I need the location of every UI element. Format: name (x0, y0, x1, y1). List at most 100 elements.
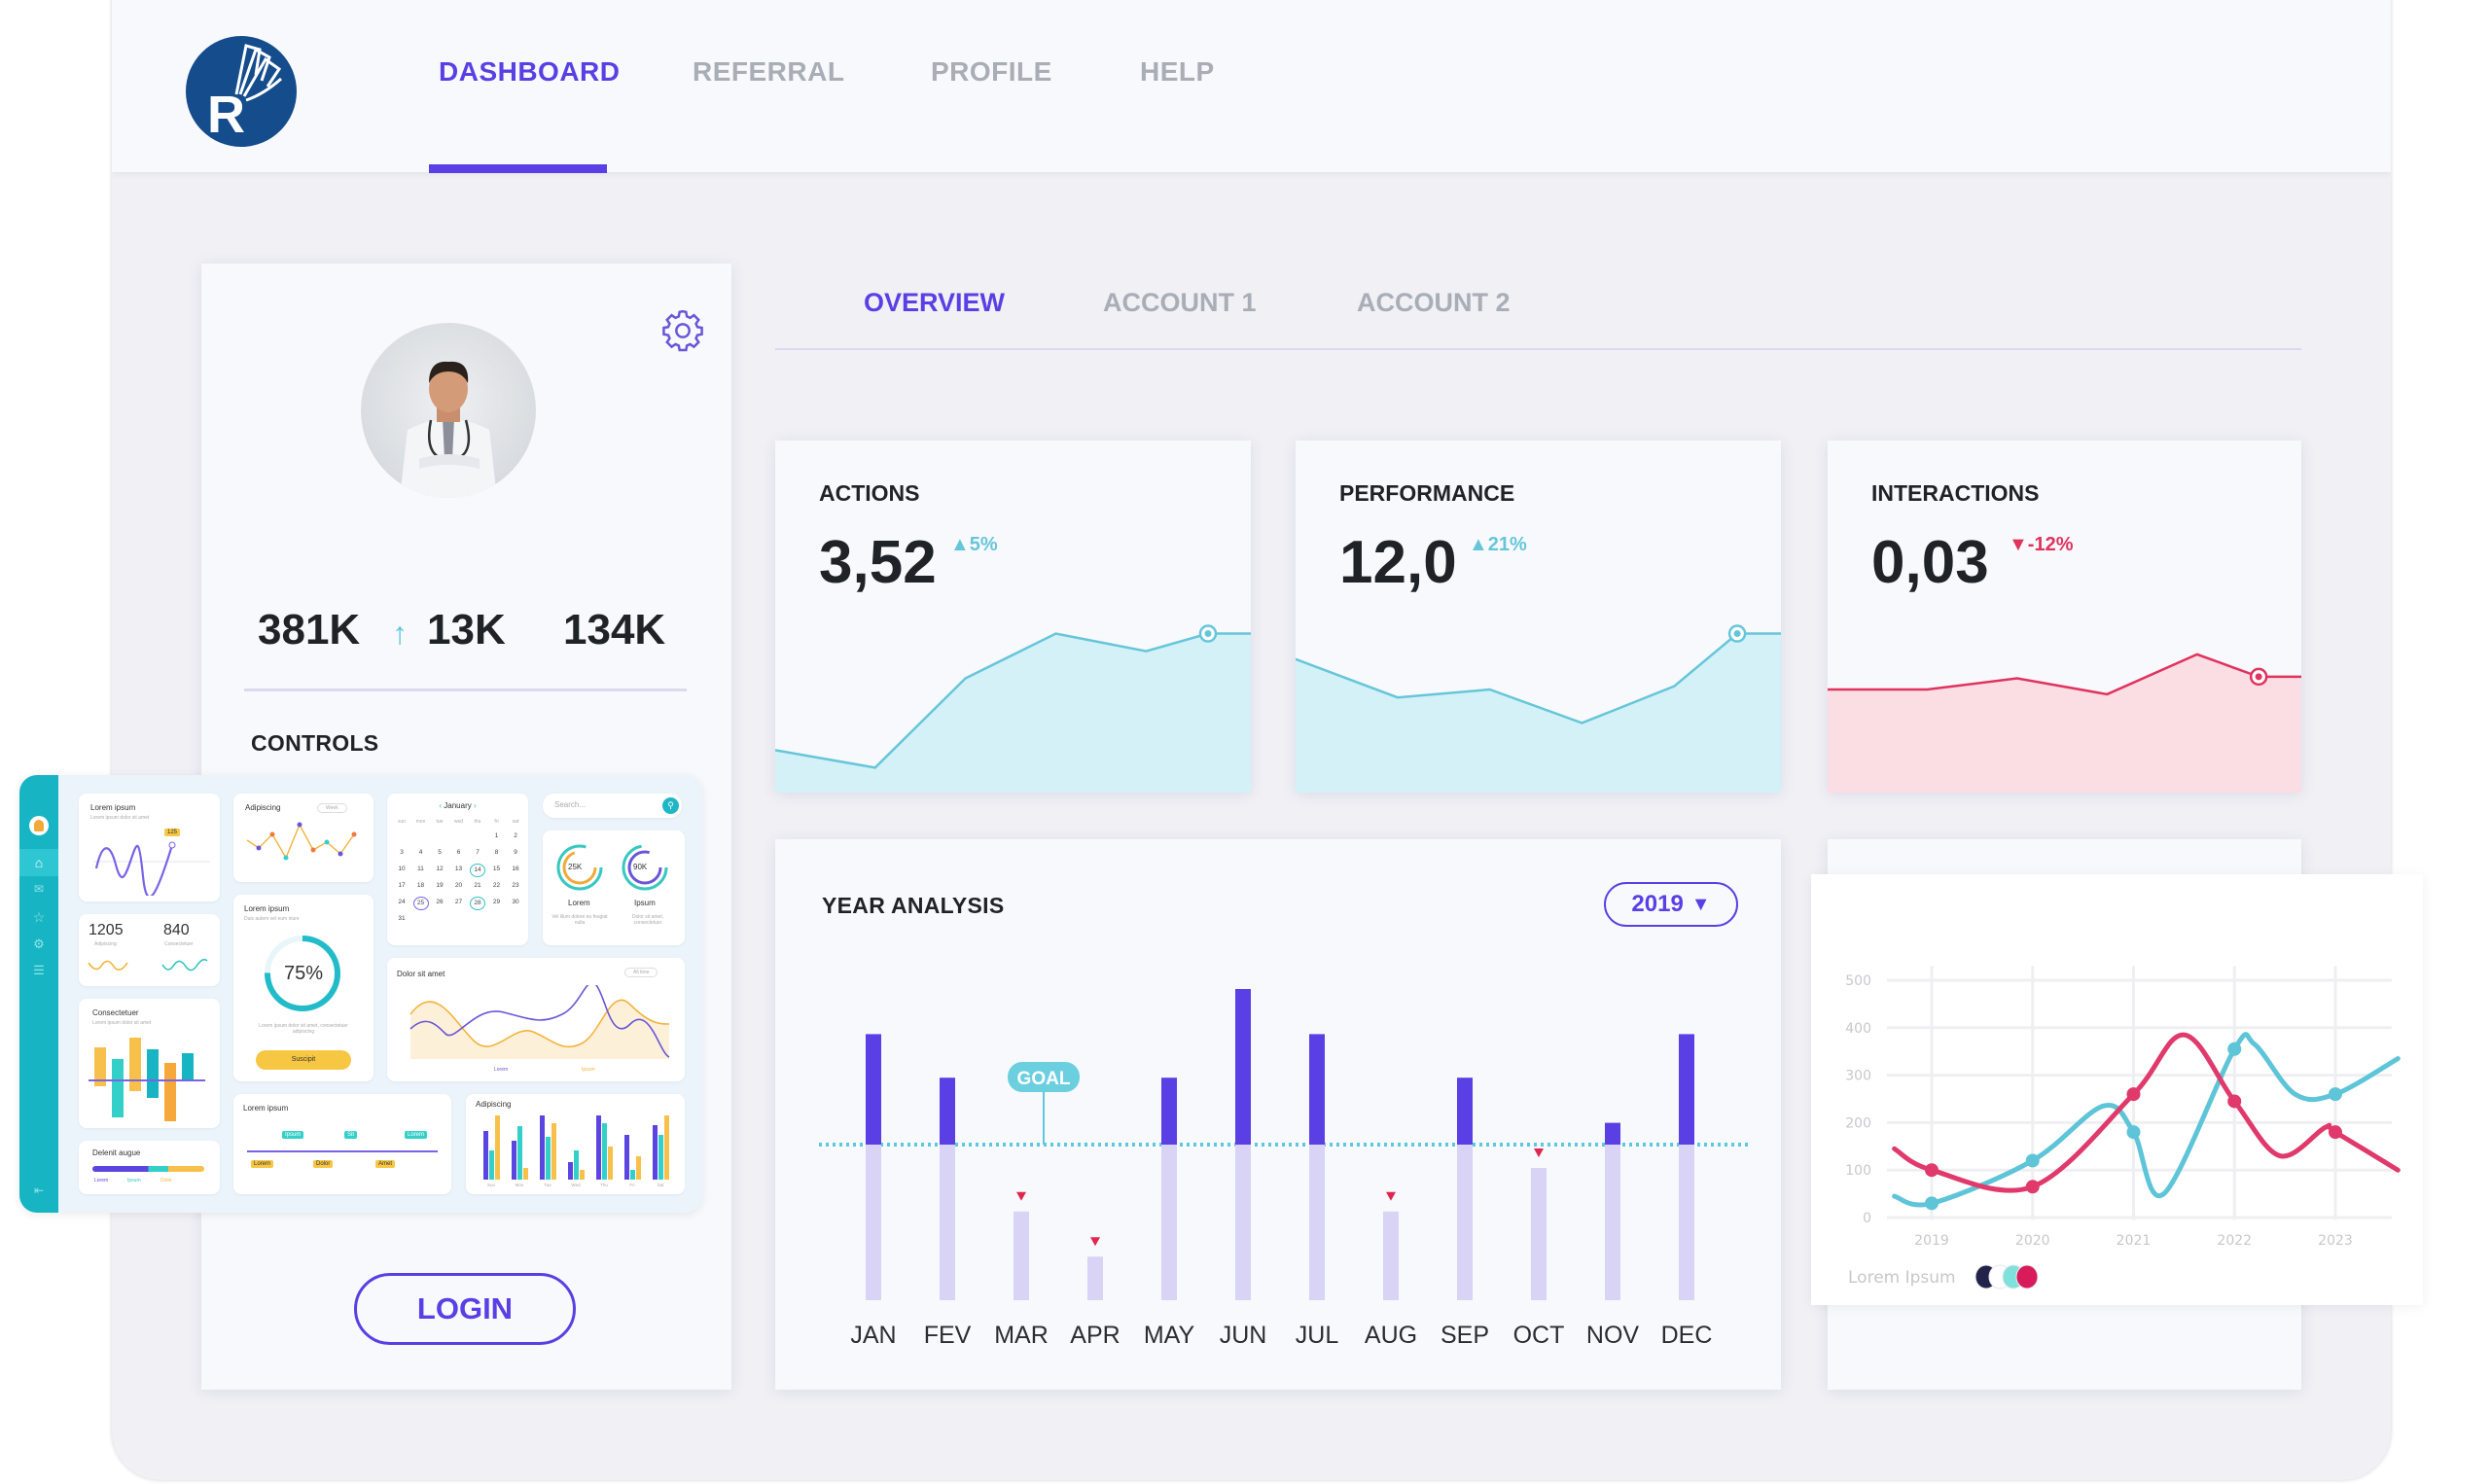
preview-progress-value: 75% (283, 963, 324, 984)
preview-card-sub: Duis autem vel eum iriure (244, 916, 300, 922)
calendar-day-header: fri (494, 819, 499, 825)
nav-help[interactable]: HELP (1140, 56, 1215, 87)
preview-select: Week (317, 803, 347, 813)
timeline-tag: Dolor (313, 1160, 334, 1168)
preview-delenit-card: Delenit augue Lorem Ipsum Dolor (79, 1141, 220, 1194)
bar-above-goal-nov (1605, 1122, 1620, 1145)
bar-above-goal-may (1161, 1078, 1177, 1145)
caret-down-icon: ▼ (1690, 893, 1711, 915)
login-button[interactable]: LOGIN (354, 1273, 576, 1345)
preview-sidebar: ⌂ ✉ ☆ ⚙ ☰ ⇤ (19, 775, 58, 1213)
calendar-day: 19 (436, 882, 444, 889)
calendar-day-header: thu (474, 819, 481, 825)
preview-search-icon: ⚲ (662, 797, 679, 814)
bar-above-goal-jun (1235, 989, 1251, 1145)
tab-overview[interactable]: OVERVIEW (864, 288, 1006, 317)
kpi-delta: ▲5% (950, 534, 998, 555)
bar-below-goal-jul (1309, 1145, 1325, 1300)
calendar-day-header: sun (397, 819, 407, 825)
x-tick-label: 2021 (2116, 1233, 2152, 1249)
timeline-tag: Lorem (405, 1131, 428, 1139)
series-point-pink (1925, 1163, 1939, 1178)
preview-bar (580, 1170, 585, 1180)
nav-profile[interactable]: PROFILE (931, 56, 1052, 87)
kpi-card-interactions[interactable]: INTERACTIONS 0,03 ▼-12% (1828, 441, 2301, 793)
preview-search-input: Search... ⚲ (543, 794, 682, 818)
preview-numbers-card: 1205 Adipiscing 840 Consectetuer (79, 914, 220, 986)
preview-line-chart (246, 822, 357, 861)
calendar-day: 27 (454, 899, 463, 905)
trend-line-chart: 0 100 200 300 400 500 2019 2020 2021 2022 2023 Lore… (1845, 966, 2401, 1290)
month-label: DEC (1661, 1322, 1713, 1349)
y-tick-label: 400 (1845, 1021, 1871, 1037)
calendar-day: 6 (456, 849, 461, 856)
preview-bar (653, 1125, 658, 1180)
calendar-day: 17 (398, 882, 406, 889)
calendar-day: 23 (512, 882, 519, 889)
calendar-day: 11 (417, 866, 424, 872)
goal-label: GOAL (1017, 1069, 1071, 1089)
series-line-cyan (1892, 1032, 2401, 1208)
calendar-day: 1 (494, 832, 499, 839)
calendar-day: 15 (492, 866, 501, 872)
nav-dashboard[interactable]: DASHBOARD (439, 56, 621, 87)
preview-bar (517, 1126, 522, 1180)
bar-below-goal-jun (1235, 1145, 1251, 1300)
preview-bar (489, 1150, 494, 1180)
preview-bar (596, 1115, 601, 1180)
active-nav-indicator (429, 164, 607, 173)
year-analysis-title: YEAR ANALYSIS (822, 893, 1005, 918)
tab-account-1[interactable]: ACCOUNT 1 (1103, 288, 1257, 317)
preview-bar (568, 1162, 573, 1180)
gauge-sub: Vel illum dolore eu feugiat nulla (551, 914, 608, 926)
kpi-delta: ▼-12% (2009, 534, 2074, 555)
sparkline-marker-dot (1733, 630, 1741, 638)
controls-preview-dashboard[interactable]: ⌂ ✉ ☆ ⚙ ☰ ⇤ Lorem ipsum Lorem ipsum dolo… (19, 775, 702, 1213)
month-label: MAY (1144, 1322, 1195, 1349)
y-tick-label: 500 (1845, 973, 1871, 989)
calendar-day: 12 (436, 866, 444, 872)
series-point-pink (2329, 1125, 2342, 1140)
bar-below-goal-fev (940, 1145, 955, 1300)
preview-card-title: Adipiscing (245, 803, 281, 812)
settings-gear-icon[interactable] (658, 306, 707, 355)
calendar-day: 26 (436, 899, 444, 905)
gauge-value: 90K (633, 863, 648, 871)
timeline-tag: Amet (375, 1160, 396, 1168)
bar-below-goal-oct (1531, 1168, 1547, 1300)
calendar-day: 14 (470, 864, 485, 877)
preview-card-title: Lorem ipsum (243, 1104, 289, 1113)
bar-above-goal-jul (1309, 1034, 1325, 1145)
preview-bar (546, 1137, 551, 1180)
kpi-value: 0,03 (1871, 529, 1989, 596)
preview-day-label: Sun (486, 1183, 495, 1187)
preview-bar (523, 1168, 528, 1180)
preview-bar (624, 1135, 629, 1180)
below-goal-marker-icon (1534, 1148, 1544, 1157)
calendar-day-header: wed (453, 819, 464, 825)
kpi-delta: ▲21% (1469, 534, 1527, 555)
preview-bar (551, 1123, 556, 1180)
x-tick-label: 2019 (1914, 1233, 1949, 1249)
preview-wave-chart (93, 841, 210, 896)
preview-wave-card: Lorem ipsum Lorem ipsum dolor sit amet 1… (79, 794, 220, 901)
tab-account-2[interactable]: ACCOUNT 2 (1357, 288, 1511, 317)
preview-progress-ring (265, 936, 340, 1011)
preview-progress-desc: Lorem ipsum dolor sit amet, consectetuer… (259, 1023, 348, 1035)
kpi-card-performance[interactable]: PERFORMANCE 12,0 ▲21% (1296, 441, 1781, 793)
series-point-cyan (2329, 1087, 2342, 1102)
calendar-day-header: mon (415, 819, 426, 825)
preview-logout-icon: ⇤ (33, 1184, 45, 1197)
app-logo[interactable]: R (186, 36, 297, 147)
preview-day-label: Wed (571, 1183, 581, 1187)
calendar-day: 29 (492, 899, 501, 905)
kpi-card-actions[interactable]: ACTIONS 3,52 ▲5% (775, 441, 1251, 793)
nav-referral[interactable]: REFERRAL (693, 56, 845, 87)
sparkline-area (1828, 654, 2301, 793)
gauge-label: Lorem (568, 899, 590, 907)
preview-calendar: ‹ January › sun mon tue wed thu fri sat 1 2 3 4 5 6 7… (387, 794, 528, 945)
bar-above-goal-fev (940, 1078, 955, 1145)
series-line-pink (1892, 1032, 2401, 1193)
preview-menu-icon: ☰ (33, 963, 45, 977)
year-select[interactable]: 2019 ▼ (1604, 882, 1738, 927)
